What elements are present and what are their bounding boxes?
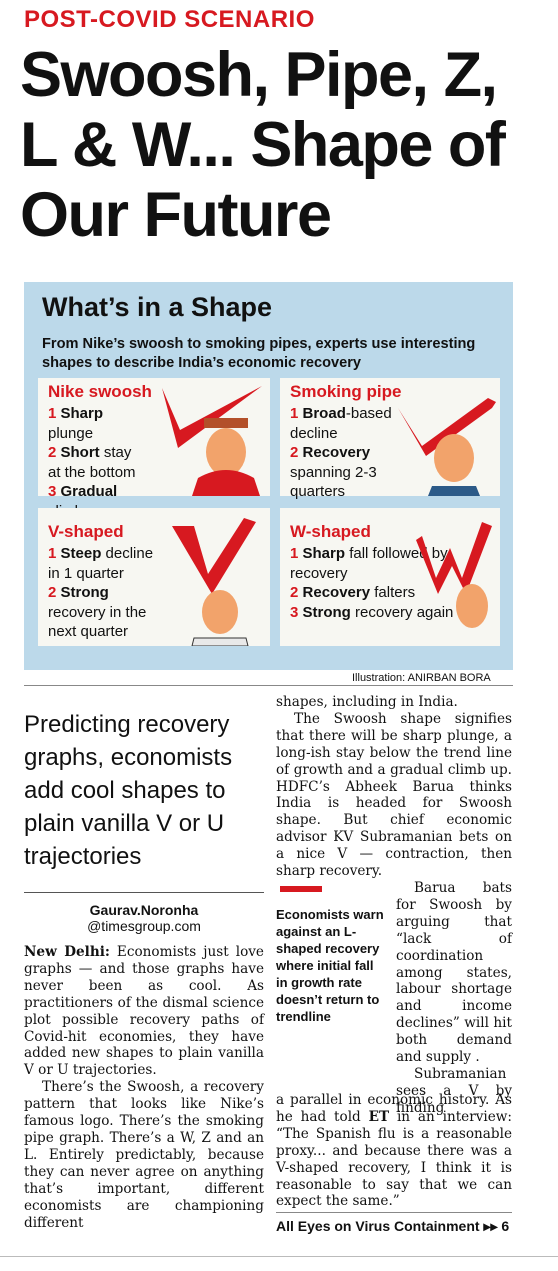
card-title: Nike swoosh (48, 382, 152, 401)
swoosh-illustration-icon (162, 386, 262, 496)
sidebar-accent-bar (280, 886, 322, 892)
card-smoking-pipe: Smoking pipe 1 Broad-based decline 2 Rec… (280, 378, 500, 500)
author-email: @timesgroup.com (87, 918, 201, 934)
continued-reference[interactable]: All Eyes on Virus Containment ▸▸ 6 (276, 1218, 509, 1235)
paragraph: Subramanian sees a V by finding (396, 1065, 512, 1116)
byline: Gaurav.Noronha @timesgroup.com (24, 902, 264, 934)
card-text: 1 Sharp fall followed by recovery 2 Reco… (290, 545, 454, 621)
author-name: Gaurav.Noronha (89, 902, 199, 918)
infographic-subtitle: From Nike’s swoosh to smoking pipes, exp… (42, 336, 476, 371)
pull-quote: Predicting recovery graphs, economists a… (24, 711, 233, 870)
divider (276, 1212, 512, 1213)
continued-page: 6 (501, 1218, 510, 1234)
card-w-shaped: W-shaped 1 Sharp fall followed by recove… (280, 508, 500, 646)
illustration-credit: Illustration: ANIRBAN BORA (352, 672, 491, 684)
body-column-2-bottom: a parallel in economic history. As he ha… (276, 1092, 512, 1210)
w-shape-illustration-icon (416, 522, 492, 628)
card-title: Smoking pipe (290, 382, 402, 401)
card-title: V-shaped (48, 522, 124, 541)
card-text: 1 Steep decline in 1 quarter 2 Strong re… (48, 545, 154, 640)
divider (24, 892, 264, 893)
body-column-1: New Delhi: Economists just love graphs —… (24, 944, 264, 1231)
body-column-2-narrow: Barua bats for Swoosh by arguing that “l… (396, 880, 512, 1117)
arrow-icon: ▸▸ (483, 1218, 498, 1234)
v-shape-illustration-icon (172, 518, 256, 646)
continued-label: All Eyes on Virus Containment (276, 1218, 480, 1234)
card-nike-swoosh: Nike swoosh 1 Sharp plunge 2 Short stay … (38, 378, 270, 520)
dateline: New Delhi: (24, 944, 110, 960)
kicker: POST-COVID SCENARIO (24, 6, 315, 33)
paragraph: a parallel in economic history. As he ha… (276, 1092, 512, 1125)
infographic-panel: What’s in a Shape From Nike’s swoosh to … (24, 282, 513, 670)
divider (0, 1256, 558, 1257)
card-v-shaped: V-shaped 1 Steep decline in 1 quarter 2 … (38, 508, 270, 646)
infographic-title: What’s in a Shape (42, 292, 273, 322)
body-column-2-top: shapes, including in India. The Swoosh s… (276, 694, 512, 880)
paragraph: There’s the Swoosh, a recovery pattern t… (24, 1079, 264, 1231)
publication-ref: ET (368, 1108, 390, 1125)
headline: Swoosh, Pipe, Z, L & W... Shape of Our F… (20, 40, 506, 250)
paragraph: The Swoosh shape signifies that there wi… (276, 710, 512, 880)
card-title: W-shaped (290, 522, 371, 541)
sidebar-quote: Economists warn against an L-shaped reco… (276, 907, 384, 1024)
paragraph: shapes, including in India. (276, 694, 458, 710)
card-text: 1 Broad-based decline 2 Recovery spannin… (290, 405, 392, 500)
pipe-illustration-icon (398, 398, 496, 496)
divider (24, 685, 513, 686)
paragraph: Economists just love graphs — and those … (24, 944, 264, 1079)
paragraph: Barua bats for Swoosh by arguing that “l… (396, 880, 512, 1066)
paragraph: in an interview: “The Spanish flu is a r… (276, 1108, 513, 1210)
card-text: 1 Sharp plunge 2 Short stay at the botto… (48, 405, 136, 520)
